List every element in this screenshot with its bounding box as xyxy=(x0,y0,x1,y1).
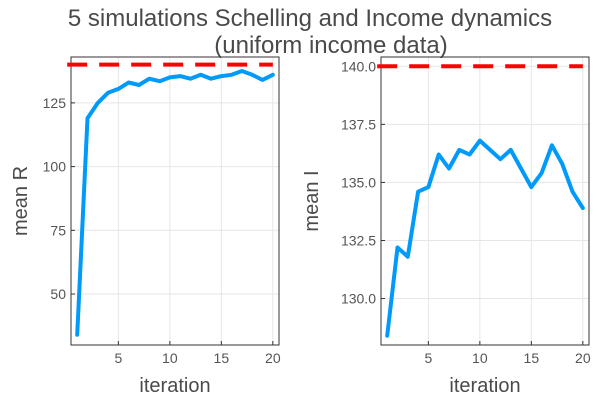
y-tick-label: 137.5 xyxy=(341,116,376,132)
x-tick-label: 15 xyxy=(214,350,230,366)
series-line xyxy=(75,69,275,337)
y-tick-label: 50 xyxy=(50,286,66,302)
x-axis-label: iteration xyxy=(449,375,520,397)
panel-mean-i: 5 10 15 20 130.0 132.5 135.0 137.5 140.0 iterati… xyxy=(301,56,591,397)
x-tick-label: 10 xyxy=(472,350,488,366)
y-tick-label: 75 xyxy=(50,222,66,238)
x-tick-label: 20 xyxy=(575,350,591,366)
x-tick-label: 10 xyxy=(162,350,178,366)
grid-lines xyxy=(71,57,279,345)
series-line xyxy=(385,138,585,338)
y-tick-label: 135.0 xyxy=(341,174,376,190)
y-tick-label: 140.0 xyxy=(341,58,376,74)
grid-lines xyxy=(381,57,589,345)
tick-labels: 5 10 15 20 130.0 132.5 135.0 137.5 140.0 xyxy=(341,58,591,366)
x-tick-label: 20 xyxy=(265,350,281,366)
x-tick-label: 5 xyxy=(424,350,432,366)
y-tick-label: 125 xyxy=(43,95,67,111)
y-axis-label: mean R xyxy=(10,166,32,236)
chart-title-line2: (uniform income data) xyxy=(214,32,447,59)
plot-frame xyxy=(380,56,590,346)
y-axis-label: mean I xyxy=(301,170,323,231)
y-tick-label: 130.0 xyxy=(341,291,376,307)
x-axis-label: iteration xyxy=(139,375,210,397)
panel-mean-r: 5 10 15 20 50 75 100 125 iteration mean R xyxy=(10,56,281,397)
x-tick-label: 15 xyxy=(524,350,540,366)
chart-title-line1: 5 simulations Schelling and Income dynam… xyxy=(68,5,552,32)
plot-frame xyxy=(70,56,280,346)
y-tick-label: 100 xyxy=(43,159,67,175)
tick-labels: 5 10 15 20 50 75 100 125 xyxy=(43,95,281,366)
x-tick-label: 5 xyxy=(114,350,122,366)
y-tick-label: 132.5 xyxy=(341,232,376,248)
